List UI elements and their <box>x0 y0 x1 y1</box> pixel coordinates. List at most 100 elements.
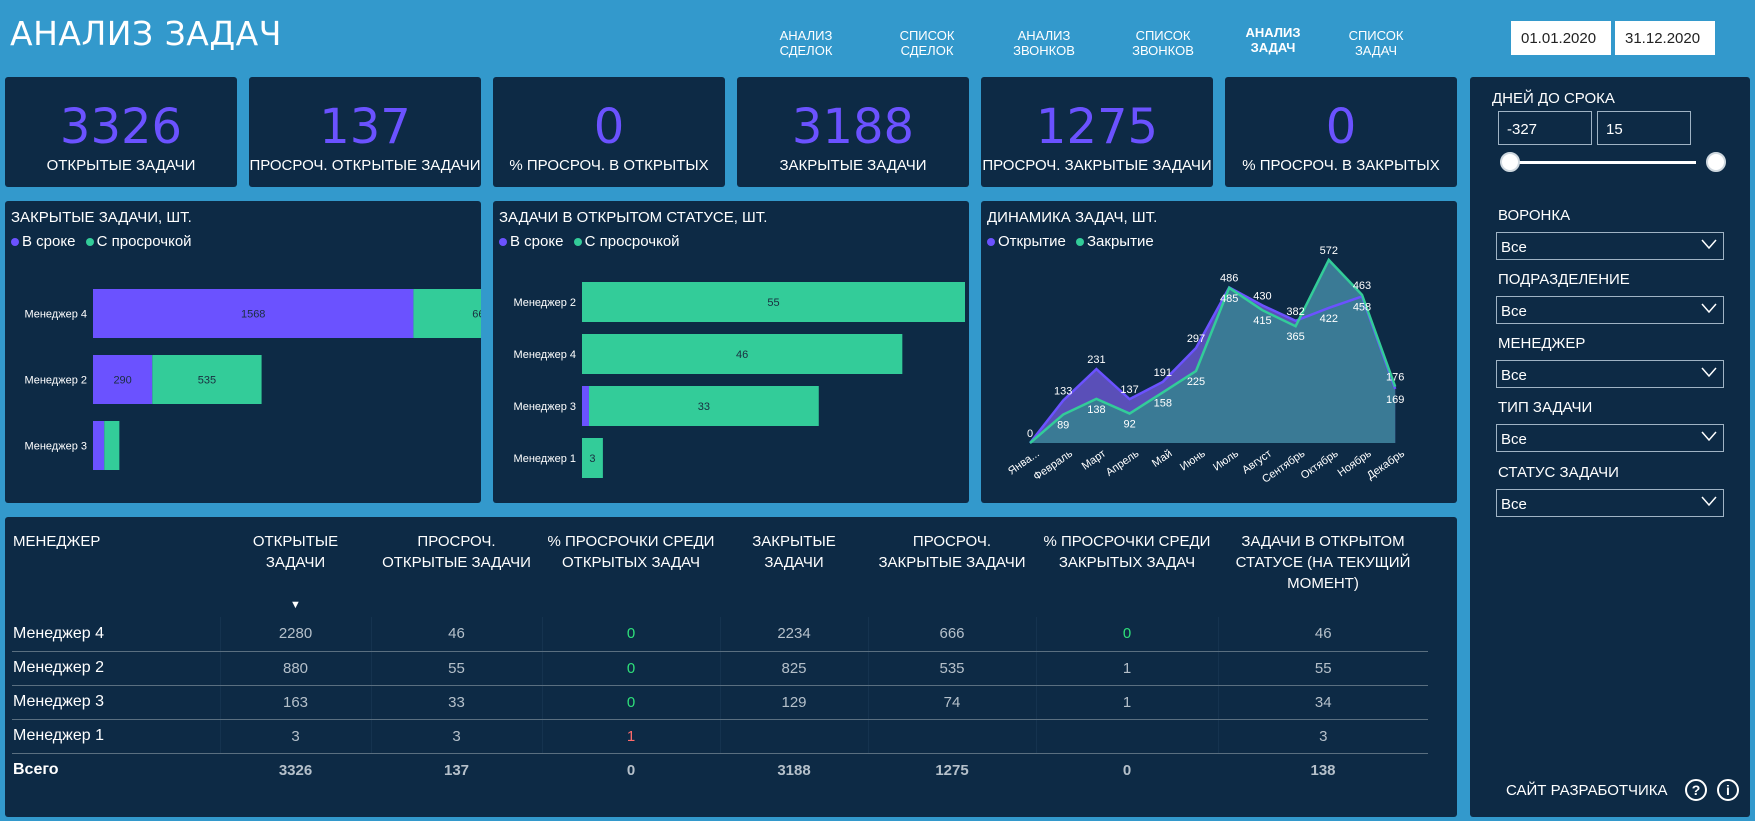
legend-entry: В сроке <box>22 233 76 250</box>
chevron-down-icon <box>1701 494 1717 512</box>
col-header-overdue-open-percent[interactable]: % ПРОСРОЧКИ СРЕДИ ОТКРЫТЫХ ЗАДАЧ <box>547 533 715 571</box>
data-label-closing: 485 <box>1220 293 1238 305</box>
col-header-open[interactable]: ОТКРЫТЫЕ ЗАДАЧИ ▼ <box>220 531 371 617</box>
range-slider-min-handle[interactable] <box>1500 152 1520 172</box>
table-row[interactable]: Менеджер 2 880 55 0 825 535 1 55 <box>12 651 1428 686</box>
cell: 3188 <box>777 761 811 779</box>
nav-calls-analysis[interactable]: АНАЛИЗ ЗВОНКОВ <box>1013 28 1075 58</box>
bar-ontime <box>582 386 589 426</box>
cell: 74 <box>867 685 1036 720</box>
cell: 0 <box>1122 761 1132 779</box>
table-row[interactable]: Менеджер 4 2280 46 0 2234 666 0 46 <box>12 617 1428 652</box>
kpi-label: ПРОСРОЧ. ЗАКРЫТЫЕ ЗАДАЧИ <box>982 157 1212 174</box>
info-icon[interactable]: i <box>1716 778 1740 807</box>
help-icon[interactable]: ? <box>1684 778 1708 807</box>
line-closing <box>1029 257 1397 444</box>
legend-dot-icon <box>85 238 94 246</box>
svg-text:?: ? <box>1692 782 1701 798</box>
manager-filter-select[interactable]: Все <box>1496 360 1724 388</box>
cell: 3326 <box>278 761 313 779</box>
col-header-overdue-open[interactable]: ПРОСРОЧ. ОТКРЫТЫЕ ЗАДАЧИ <box>382 533 531 571</box>
table-total-row: Всего 3326 137 0 3188 1275 0 138 <box>12 753 1428 787</box>
category-label: Менеджер 3 <box>24 441 87 453</box>
cell: 2280 <box>219 617 371 652</box>
developer-site-link[interactable]: САЙТ РАЗРАБОТЧИКА <box>1506 782 1668 799</box>
data-label-closing: 572 <box>1320 245 1338 257</box>
x-tick-label: Октябрь <box>1299 447 1341 481</box>
cell <box>1035 719 1218 754</box>
date-to-input[interactable]: 31.12.2020 <box>1615 21 1715 55</box>
col-header-overdue-closed[interactable]: ПРОСРОЧ. ЗАКРЫТЫЕ ЗАДАЧИ <box>878 533 1026 571</box>
cell: 137 <box>443 761 470 779</box>
kpi-value: 1275 <box>1035 99 1159 155</box>
chevron-down-icon <box>1701 237 1717 255</box>
col-header-manager[interactable]: МЕНЕДЖЕР <box>13 533 101 550</box>
date-from-input[interactable]: 01.01.2020 <box>1511 21 1611 55</box>
kpi-overdue-open-percent: 0 % ПРОСРОЧ. В ОТКРЫТЫХ <box>493 77 725 187</box>
data-label-opening: 297 <box>1187 333 1205 345</box>
data-label-opening: 169 <box>1386 394 1404 406</box>
task-status-filter-select[interactable]: Все <box>1496 489 1724 517</box>
sort-desc-icon[interactable]: ▼ <box>290 599 301 611</box>
nav-deals-analysis[interactable]: АНАЛИЗ СДЕЛОК <box>779 28 833 58</box>
kpi-open-tasks: 3326 ОТКРЫТЫЕ ЗАДАЧИ <box>5 77 237 187</box>
data-label: 290 <box>113 375 131 387</box>
cell: 3 <box>219 719 371 754</box>
data-label-closing: 89 <box>1057 420 1069 432</box>
chevron-down-icon <box>1701 365 1717 383</box>
data-label: 666 <box>472 309 481 321</box>
cell: 3 <box>370 719 542 754</box>
nav-tasks-analysis[interactable]: АНАЛИЗ ЗАДАЧ <box>1245 25 1301 55</box>
data-label-opening: 486 <box>1220 272 1238 284</box>
kpi-value: 3188 <box>791 99 915 155</box>
nav-tasks-list[interactable]: СПИСОК ЗАДАЧ <box>1348 28 1404 58</box>
table-row[interactable]: Менеджер 3 163 33 0 129 74 1 34 <box>12 685 1428 720</box>
chart-legend: Открытие Закрытие <box>987 233 1154 250</box>
data-label-opening: 458 <box>1353 301 1371 313</box>
chart-title: ЗАДАЧИ В ОТКРЫТОМ СТАТУСЕ, ШТ. <box>499 209 768 226</box>
col-header-closed[interactable]: ЗАКРЫТЫЕ ЗАДАЧИ <box>752 533 836 571</box>
legend-entry: Открытие <box>998 233 1066 250</box>
range-slider-track[interactable] <box>1510 161 1696 164</box>
table-row[interactable]: Менеджер 1 3 3 1 3 <box>12 719 1428 754</box>
cell: 55 <box>1217 651 1428 686</box>
bar-late <box>152 355 262 404</box>
x-tick-label: Май <box>1150 448 1175 470</box>
cell: 46 <box>370 617 542 652</box>
cell: 535 <box>867 651 1036 686</box>
chart-legend: В сроке С просрочкой <box>499 233 680 250</box>
col-header-open-status-now[interactable]: ЗАДАЧИ В ОТКРЫТОМ СТАТУСЕ (НА ТЕКУЩИЙ МО… <box>1235 533 1411 592</box>
bar-late <box>582 334 903 374</box>
cell: 34 <box>1217 685 1428 720</box>
department-filter-select[interactable]: Все <box>1496 296 1724 324</box>
range-slider-max-handle[interactable] <box>1706 152 1726 172</box>
col-header-overdue-closed-percent[interactable]: % ПРОСРОЧКИ СРЕДИ ЗАКРЫТЫХ ЗАДАЧ <box>1043 533 1211 571</box>
bar-late <box>582 438 603 478</box>
cell: 0 <box>541 651 720 686</box>
nav-deals-list[interactable]: СПИСОК СДЕЛОК <box>899 28 955 58</box>
category-label: Менеджер 1 <box>513 453 576 465</box>
funnel-filter-select[interactable]: Все <box>1496 232 1724 260</box>
days-max-input[interactable]: 15 <box>1597 111 1691 145</box>
cell: 0 <box>541 685 720 720</box>
data-label-closing: 463 <box>1353 280 1371 292</box>
cell: 666 <box>867 617 1036 652</box>
open-tasks-chart: ЗАДАЧИ В ОТКРЫТОМ СТАТУСЕ, ШТ. В сроке С… <box>493 201 969 503</box>
data-label: 33 <box>698 401 710 413</box>
task-status-filter-label: СТАТУС ЗАДАЧИ <box>1498 464 1619 481</box>
legend-entry: В сроке <box>510 233 564 250</box>
data-label: 3 <box>589 453 595 465</box>
data-label-opening: 382 <box>1286 306 1304 318</box>
closed-tasks-chart: ЗАКРЫТЫЕ ЗАДАЧИ, ШТ. В сроке С просрочко… <box>5 201 481 503</box>
legend-dot-icon <box>499 238 507 246</box>
x-tick-label: Июнь <box>1178 447 1208 473</box>
category-label: Менеджер 4 <box>24 309 87 321</box>
closed-tasks-bars: Менеджер 4 1568 666 Менеджер 2 290 535 Менедже… <box>24 289 481 470</box>
category-label: Менеджер 2 <box>24 375 87 387</box>
bar-late <box>588 386 819 426</box>
task-type-filter-select[interactable]: Все <box>1496 424 1724 452</box>
cell: 0 <box>626 761 636 779</box>
days-min-input[interactable]: -327 <box>1498 111 1592 145</box>
data-label-opening: 0 <box>1027 428 1033 440</box>
nav-calls-list[interactable]: СПИСОК ЗВОНКОВ <box>1132 28 1194 58</box>
